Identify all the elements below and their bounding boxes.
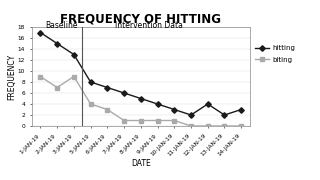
Title: FREQUENCY OF HITTING: FREQUENCY OF HITTING bbox=[60, 13, 221, 26]
Text: Intervention Data: Intervention Data bbox=[115, 21, 183, 30]
Legend: hitting, biting: hitting, biting bbox=[255, 45, 295, 63]
Text: Baseline: Baseline bbox=[45, 21, 77, 30]
Y-axis label: FREQUENCY: FREQUENCY bbox=[7, 53, 16, 100]
X-axis label: DATE: DATE bbox=[131, 159, 151, 168]
